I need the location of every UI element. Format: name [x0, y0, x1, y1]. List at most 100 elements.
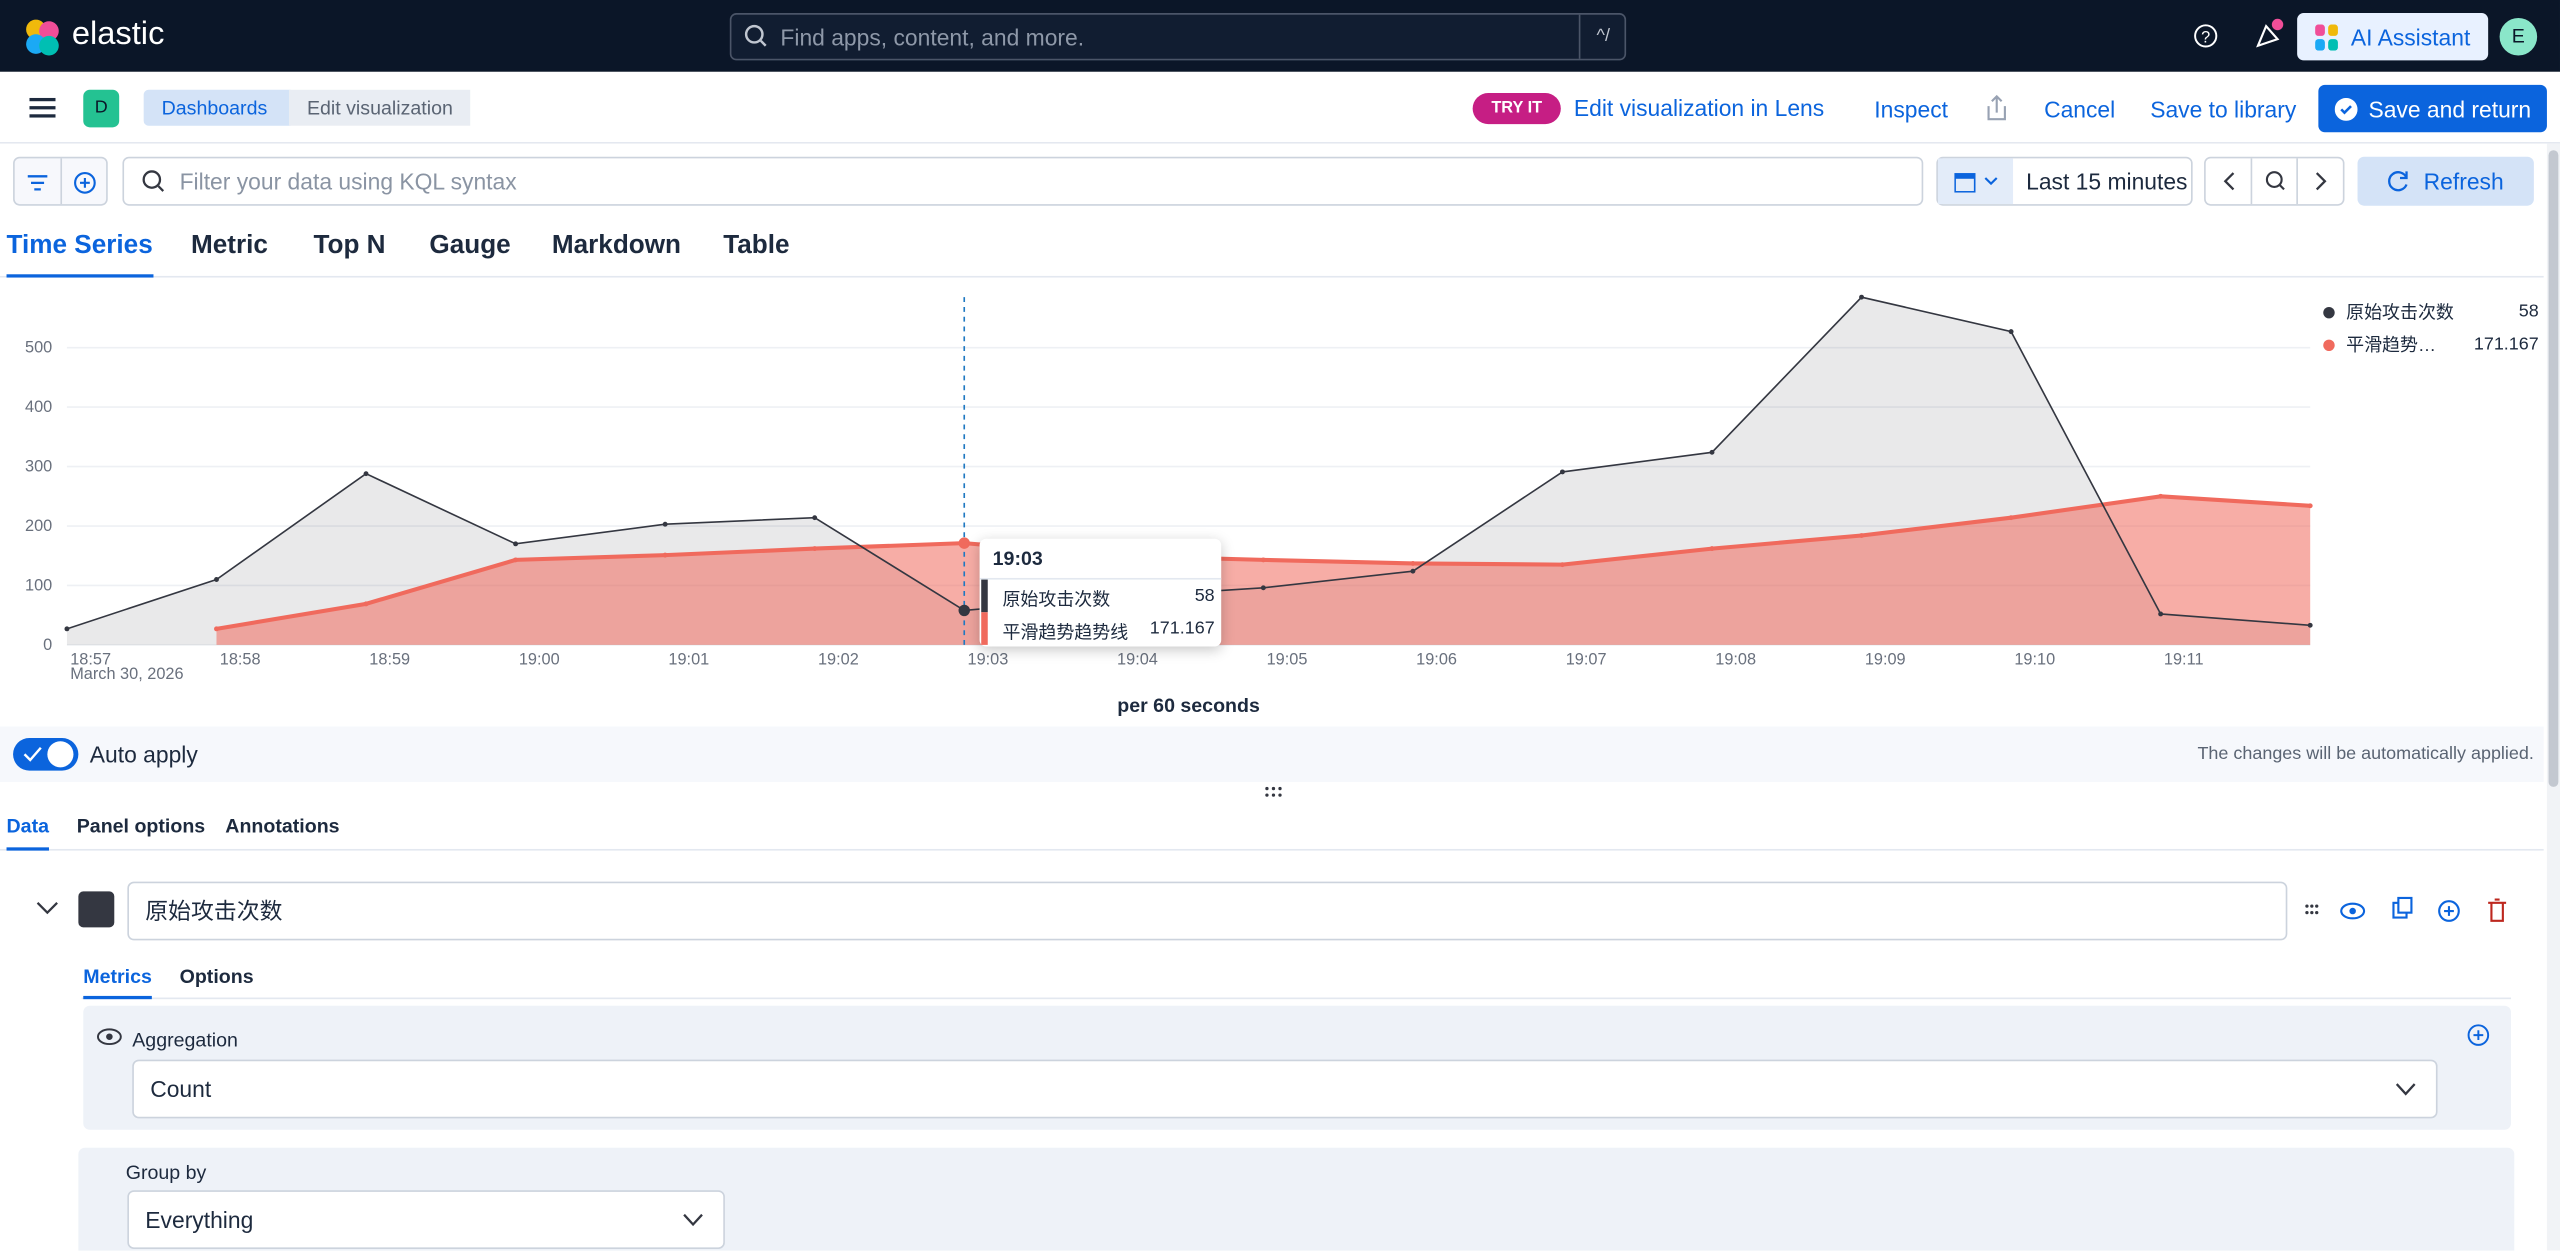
- group-by-select[interactable]: Everything: [127, 1190, 725, 1249]
- group-by-label: Group by: [125, 1160, 207, 1184]
- series-actions[interactable]: [2299, 895, 2511, 928]
- tab[interactable]: Table: [723, 231, 790, 260]
- tooltip-title: 19:03: [992, 546, 1043, 570]
- filter-buttons[interactable]: [13, 156, 108, 206]
- point: [662, 521, 668, 527]
- x-tick-label: 18:57: [70, 650, 111, 668]
- y-tick-label: 300: [25, 457, 52, 475]
- ai-assistant-label: AI Assistant: [2350, 23, 2471, 50]
- divider: [60, 158, 63, 205]
- legend-value: 58: [2518, 302, 2539, 322]
- aggregation-select[interactable]: Count: [132, 1059, 2438, 1119]
- legend-item[interactable]: 原始攻击次数 58: [2318, 296, 2539, 329]
- x-tick-label: 19:00: [519, 650, 560, 668]
- resize-handle[interactable]: [1264, 785, 1284, 798]
- save-return-label: Save and return: [2368, 95, 2532, 122]
- legend-item[interactable]: 平滑趋势趋势线 171.167: [2318, 328, 2539, 361]
- time-range: Last 15 minutes: [2026, 168, 2188, 195]
- point: [1709, 449, 1715, 455]
- point: [1859, 533, 1864, 538]
- add-metric-icon[interactable]: [2467, 1024, 2490, 1047]
- x-tick-label: 19:03: [968, 650, 1009, 668]
- refresh-icon: [2388, 171, 2409, 192]
- search-placeholder: Find apps, content, and more.: [780, 23, 1085, 50]
- quick-menu[interactable]: [1937, 158, 2014, 205]
- point: [2008, 515, 2014, 521]
- refresh-button[interactable]: Refresh: [2357, 156, 2534, 206]
- menu-icon[interactable]: [29, 96, 56, 119]
- save-library-button[interactable]: Save to library: [2150, 96, 2297, 123]
- lens-link[interactable]: Edit visualization in Lens: [1573, 94, 1825, 121]
- scrollbar-thumb[interactable]: [2548, 150, 2559, 787]
- filter-icon[interactable]: [24, 170, 50, 196]
- divider: [979, 577, 1222, 580]
- point: [1410, 561, 1416, 566]
- series-label-input[interactable]: 原始攻击次数: [127, 881, 2288, 941]
- share-icon[interactable]: [1984, 93, 2010, 122]
- breadcrumb: Edit visualization: [288, 89, 471, 126]
- tab-active[interactable]: Time Series: [6, 232, 153, 278]
- y-tick-label: 0: [43, 636, 52, 654]
- legend-name: 原始攻击次数: [2346, 303, 2454, 324]
- inspect-button[interactable]: Inspect: [1874, 96, 1948, 123]
- aggregation-panel: Aggregation Count: [83, 1005, 2512, 1130]
- space-avatar[interactable]: D: [83, 89, 120, 128]
- legend-value: 171.167: [2473, 334, 2539, 355]
- tooltip-swatch: [981, 612, 988, 645]
- tab-active[interactable]: Metrics: [83, 965, 152, 1000]
- collapse-icon[interactable]: [36, 900, 59, 916]
- time-nav[interactable]: [2204, 156, 2345, 206]
- tab[interactable]: Gauge: [429, 231, 511, 260]
- chevron: [683, 1213, 703, 1227]
- news-icon[interactable]: [2251, 16, 2287, 52]
- point: [64, 626, 70, 632]
- point: [1559, 562, 1565, 568]
- point: [214, 577, 219, 582]
- toolbar: D Dashboards Edit visualization TRY IT E…: [0, 71, 2560, 144]
- tab[interactable]: Panel options: [76, 814, 206, 838]
- series-color[interactable]: [78, 891, 115, 928]
- point: [2158, 493, 2164, 499]
- save-return-button[interactable]: Save and return: [2318, 84, 2547, 133]
- x-tick-label: 19:11: [2164, 650, 2204, 668]
- calendar-icon: [1953, 172, 1975, 192]
- auto-apply-label: Auto apply: [89, 741, 198, 768]
- y-tick-label: 400: [25, 398, 52, 416]
- kql-placeholder: Filter your data using KQL syntax: [179, 168, 517, 195]
- x-tick-label: 19:10: [2014, 650, 2055, 668]
- chevron: [1983, 177, 1997, 186]
- point: [363, 471, 369, 477]
- help-icon[interactable]: ?: [2193, 23, 2219, 49]
- svg-text:?: ?: [2201, 28, 2210, 46]
- breadcrumb[interactable]: Dashboards: [143, 89, 291, 126]
- tab[interactable]: Options: [179, 964, 254, 988]
- point: [2008, 329, 2014, 335]
- point: [1859, 294, 1864, 300]
- date-picker[interactable]: Last 15 minutes: [1936, 156, 2193, 206]
- toggle-check: [23, 746, 42, 762]
- add-filter-icon[interactable]: [72, 170, 98, 196]
- point: [812, 546, 818, 552]
- legend: 原始攻击次数 58 平滑趋势趋势线 171.167: [2318, 296, 2539, 361]
- point: [363, 601, 369, 607]
- toggle[interactable]: [13, 737, 79, 771]
- tab[interactable]: Annotations: [225, 814, 340, 838]
- tab[interactable]: Metric: [191, 231, 268, 260]
- tab[interactable]: Top N: [313, 231, 386, 260]
- logo-icon: [26, 19, 59, 56]
- x-tick-label: 19:01: [668, 650, 709, 668]
- viz-tabs: Time Series Metric Top N Gauge Markdown …: [0, 220, 2544, 278]
- kql-input[interactable]: Filter your data using KQL syntax: [122, 156, 1924, 206]
- avatar[interactable]: E: [2499, 17, 2538, 56]
- global-search[interactable]: Find apps, content, and more. ^/: [729, 13, 1627, 61]
- visibility-icon[interactable]: [96, 1027, 122, 1047]
- area: [216, 496, 2311, 645]
- point: [2158, 611, 2164, 617]
- tab-active[interactable]: Data: [6, 815, 50, 851]
- ai-assistant-button[interactable]: AI Assistant: [2297, 13, 2489, 61]
- cancel-button[interactable]: Cancel: [2044, 96, 2116, 123]
- point: [214, 626, 219, 632]
- tooltip-value: 171.167: [1149, 618, 1215, 639]
- tab[interactable]: Markdown: [551, 231, 682, 260]
